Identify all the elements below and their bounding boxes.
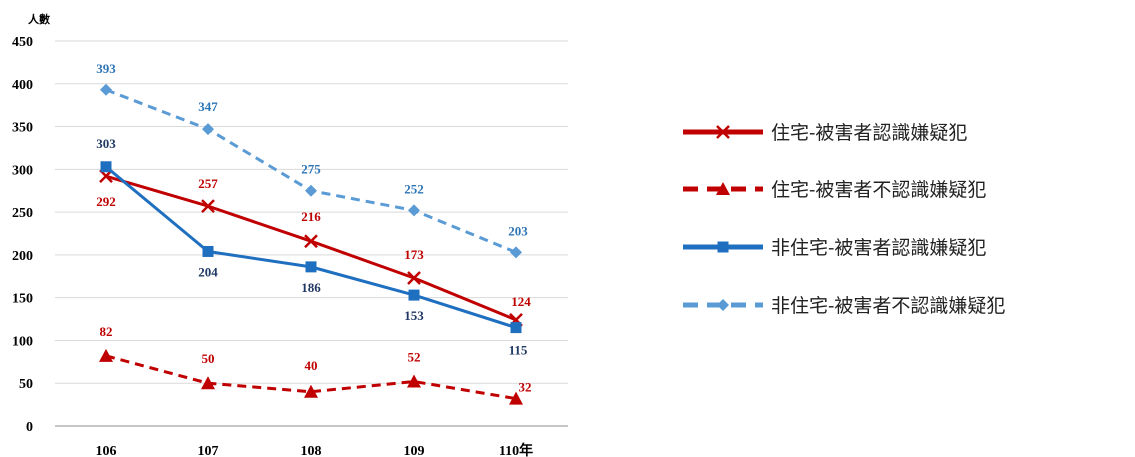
data-label: 252	[404, 181, 424, 196]
data-point	[304, 384, 318, 398]
data-label: 173	[404, 247, 424, 262]
data-label: 82	[100, 324, 113, 339]
x-tick-label: 106	[96, 444, 117, 457]
data-label: 40	[305, 358, 318, 373]
legend-item: 非住宅-被害者不認識嫌疑犯	[683, 295, 1005, 317]
data-label: 203	[508, 223, 528, 238]
data-labels: 292 257 216 173 124 82 50 40 52 32 303 204 186 153 115…	[96, 61, 531, 395]
legend-label: 住宅-被害者認識嫌疑犯	[771, 122, 967, 144]
marker-stroke	[304, 234, 318, 249]
legend-swatch-marker	[717, 299, 729, 311]
legend-label: 住宅-被害者不認識嫌疑犯	[771, 179, 986, 201]
data-point	[201, 376, 215, 390]
data-point	[408, 204, 420, 217]
x-tick-label: 107	[198, 444, 219, 457]
marker-stroke	[407, 271, 421, 285]
y-tick-label: 50	[19, 377, 33, 392]
legend-item: 非住宅-被害者認識嫌疑犯	[683, 237, 986, 259]
data-label: 216	[301, 209, 321, 224]
data-point	[510, 322, 522, 334]
data-label: 32	[519, 380, 532, 395]
legend-swatch-marker	[716, 125, 730, 139]
series-line	[105, 354, 517, 401]
data-point	[100, 161, 112, 173]
data-point	[202, 245, 214, 257]
y-tick-label: 200	[12, 249, 33, 264]
axes: 人數 0 50 100 150 200 250 300 350 400 450 106 107 108 1…	[12, 12, 568, 457]
y-tick-label: 100	[12, 334, 33, 349]
legend-item: 住宅-被害者認識嫌疑犯	[683, 122, 967, 144]
data-label: 303	[96, 136, 116, 151]
series-lines	[99, 83, 523, 405]
data-point	[100, 83, 112, 96]
y-tick-label: 450	[12, 35, 33, 50]
y-tick-label: 400	[12, 78, 33, 93]
legend: 住宅-被害者認識嫌疑犯住宅-被害者不認識嫌疑犯非住宅-被害者認識嫌疑犯非住宅-被…	[683, 122, 1005, 317]
series-line	[105, 174, 517, 322]
data-point	[407, 374, 421, 388]
data-label: 347	[198, 99, 218, 114]
marker-stroke	[201, 199, 215, 214]
legend-swatch-marker	[717, 241, 729, 253]
data-point	[201, 199, 215, 214]
y-tick-label: 0	[26, 420, 33, 435]
data-label: 275	[301, 162, 321, 177]
data-label: 204	[198, 264, 218, 279]
legend-swatch-marker	[716, 182, 730, 195]
data-point	[305, 184, 317, 197]
data-point	[407, 271, 421, 285]
x-tick-label: 108	[301, 444, 322, 457]
y-tick-label: 300	[12, 163, 33, 178]
data-point	[408, 289, 420, 301]
gridlines	[55, 40, 568, 384]
legend-label: 非住宅-被害者不認識嫌疑犯	[771, 295, 1005, 317]
data-point	[510, 246, 522, 259]
data-label: 153	[404, 308, 424, 323]
data-point	[99, 348, 113, 362]
y-tick-label: 250	[12, 206, 33, 221]
data-label: 52	[408, 350, 421, 365]
y-tick-label: 350	[12, 121, 33, 136]
x-tick-label: 109	[404, 444, 425, 457]
data-label: 115	[509, 343, 528, 358]
marker-stroke	[716, 125, 730, 139]
data-point	[202, 123, 214, 136]
data-point	[509, 391, 523, 405]
legend-item: 住宅-被害者不認識嫌疑犯	[683, 179, 986, 201]
x-tick-label: 110年	[499, 442, 533, 457]
legend-label: 非住宅-被害者認識嫌疑犯	[771, 237, 986, 259]
y-tick-label: 150	[12, 292, 33, 307]
data-label: 393	[96, 61, 116, 76]
data-label: 50	[202, 351, 215, 366]
data-label: 292	[96, 194, 116, 209]
data-label: 257	[198, 176, 218, 191]
data-label: 124	[511, 294, 531, 309]
data-point	[305, 261, 317, 273]
data-label: 186	[301, 280, 321, 295]
y-axis-label: 人數	[28, 12, 50, 26]
data-point	[304, 234, 318, 249]
